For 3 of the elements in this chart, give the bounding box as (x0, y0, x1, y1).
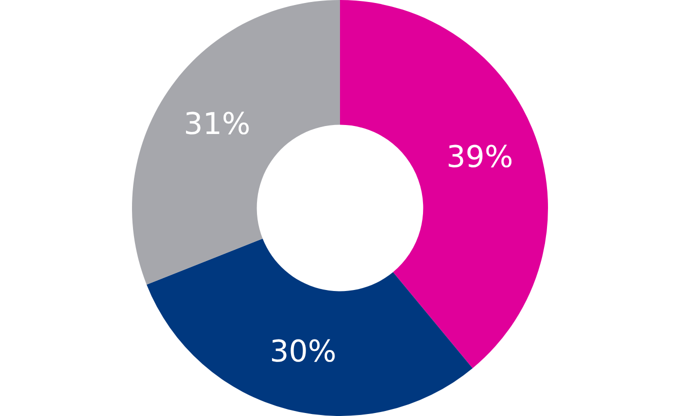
data-label: 31% (184, 106, 250, 142)
data-label: 30% (270, 334, 336, 370)
data-label: 39% (446, 140, 514, 176)
